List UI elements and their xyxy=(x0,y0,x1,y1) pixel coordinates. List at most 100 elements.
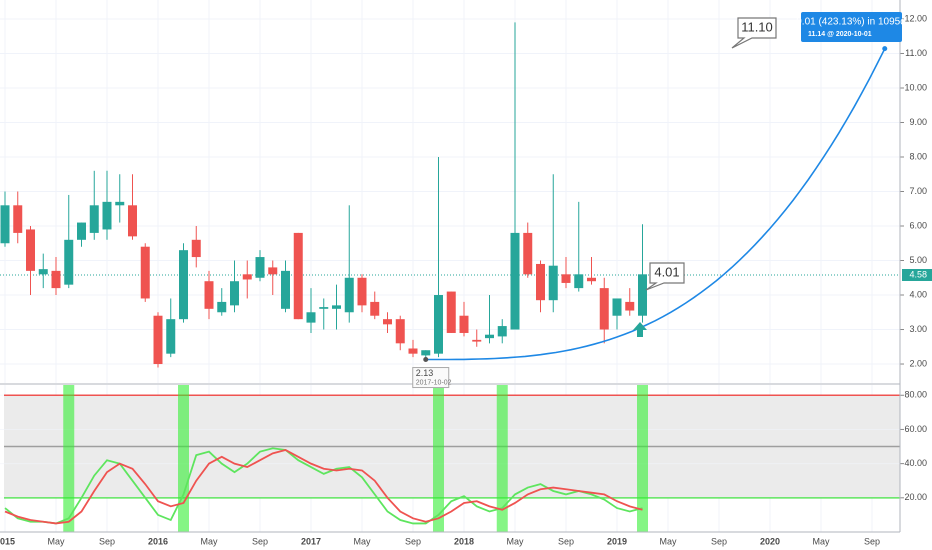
candle-body xyxy=(89,205,99,233)
highlight xyxy=(637,385,648,532)
candle-body xyxy=(140,246,150,299)
y-tick-label: 8.00 xyxy=(909,151,927,161)
candle-body xyxy=(625,301,635,311)
candle-body xyxy=(128,205,137,237)
candle-body xyxy=(51,270,61,289)
candle-body xyxy=(612,298,622,316)
y-tick-label: 11.00 xyxy=(905,48,927,58)
candle-body xyxy=(13,205,23,233)
candle-body xyxy=(166,319,176,354)
candle-body xyxy=(638,274,647,316)
x-tick-label: 2018 xyxy=(454,536,474,546)
candle-body xyxy=(421,350,431,356)
projection-label: 9.01 (423.13%) in 1095d xyxy=(796,17,906,28)
candle-body xyxy=(472,339,482,342)
y-tick-label: 40.00 xyxy=(904,458,927,468)
candle-body xyxy=(115,201,125,206)
signal-arrow xyxy=(633,322,647,337)
candle-body xyxy=(357,277,367,306)
candle-body xyxy=(561,274,571,283)
x-tick-label: 2017 xyxy=(301,536,321,546)
projection-start-value: 2.13 xyxy=(416,368,434,378)
candle-body xyxy=(153,315,163,365)
y-tick-label: 5.00 xyxy=(909,255,927,265)
highlight xyxy=(178,385,189,532)
y-tick-label: 6.00 xyxy=(909,220,927,230)
candle-body xyxy=(434,295,443,354)
y-tick-label: 3.00 xyxy=(909,324,927,334)
y-tick-label: 80.00 xyxy=(904,390,927,400)
candle-body xyxy=(0,205,10,244)
candle-body xyxy=(459,315,469,333)
y-tick-label: 4.00 xyxy=(909,289,927,299)
candle-body xyxy=(293,232,303,320)
candle-body xyxy=(230,281,239,306)
candle-body xyxy=(408,348,418,354)
candle-body xyxy=(510,232,520,330)
candle-body xyxy=(255,257,265,278)
y-tick-label: 60.00 xyxy=(904,424,927,434)
x-tick-label: May xyxy=(353,536,371,546)
candle-body xyxy=(179,250,188,320)
x-tick-label: 2016 xyxy=(148,536,168,546)
x-tick-label: May xyxy=(812,536,830,546)
x-tick-label: 2019 xyxy=(607,536,627,546)
candle-body xyxy=(26,229,35,271)
candle-body xyxy=(204,281,214,309)
projection-end-label: 11.14 @ 2020-10-01 xyxy=(808,31,872,38)
candle-body xyxy=(395,319,405,344)
candle-body xyxy=(64,239,74,285)
x-tick-label: Sep xyxy=(99,536,115,546)
candle-body xyxy=(536,263,545,301)
candle-body xyxy=(485,334,494,339)
y-tick-label: 7.00 xyxy=(909,186,927,196)
candle-body xyxy=(497,326,507,337)
x-tick-label: Sep xyxy=(558,536,574,546)
candle-body xyxy=(344,277,354,313)
y-tick-label: 10.00 xyxy=(904,82,927,92)
oscillator-line xyxy=(4,448,643,525)
x-tick-label: May xyxy=(47,536,65,546)
candle-body xyxy=(102,201,112,230)
candle-body xyxy=(191,239,201,258)
highlight xyxy=(433,385,444,532)
x-tick-label: Sep xyxy=(405,536,421,546)
projection-start xyxy=(423,357,429,363)
last-price-label: 4.58 xyxy=(909,269,927,279)
candle-body xyxy=(446,291,456,333)
y-tick-label: 20.00 xyxy=(904,492,927,502)
candle-body xyxy=(587,277,596,282)
x-tick-label: May xyxy=(659,536,677,546)
x-tick-label: 2015 xyxy=(0,536,15,546)
candle-body xyxy=(38,269,48,275)
projection-start-date: 2017-10-02 xyxy=(416,379,452,386)
candle-body xyxy=(306,312,316,323)
oscillator-line xyxy=(4,447,643,525)
callout-box xyxy=(645,262,685,291)
highlight xyxy=(496,385,508,532)
callout-label: 11.10 xyxy=(741,19,773,34)
callout-label: 4.01 xyxy=(654,264,679,279)
candle-body xyxy=(217,301,227,313)
x-tick-label: Sep xyxy=(711,536,727,546)
highlight xyxy=(63,385,75,532)
candle-body xyxy=(332,305,341,309)
projection-start-box xyxy=(412,367,450,389)
projection-end xyxy=(882,46,888,52)
projection-box xyxy=(801,12,902,42)
candle-body xyxy=(574,274,584,289)
x-tick-label: May xyxy=(200,536,218,546)
callout-box xyxy=(731,17,777,49)
candle-body xyxy=(242,274,252,280)
x-tick-label: 2020 xyxy=(760,536,780,546)
x-tick-label: Sep xyxy=(252,536,268,546)
x-tick-label: May xyxy=(506,536,524,546)
candle-body xyxy=(268,267,278,275)
projection-curve xyxy=(425,48,886,361)
y-tick-label: 2.00 xyxy=(909,358,927,368)
candle-body xyxy=(77,222,86,240)
candle-body xyxy=(599,288,609,330)
y-tick-label: 12.00 xyxy=(904,13,927,23)
candle-body xyxy=(523,232,533,275)
